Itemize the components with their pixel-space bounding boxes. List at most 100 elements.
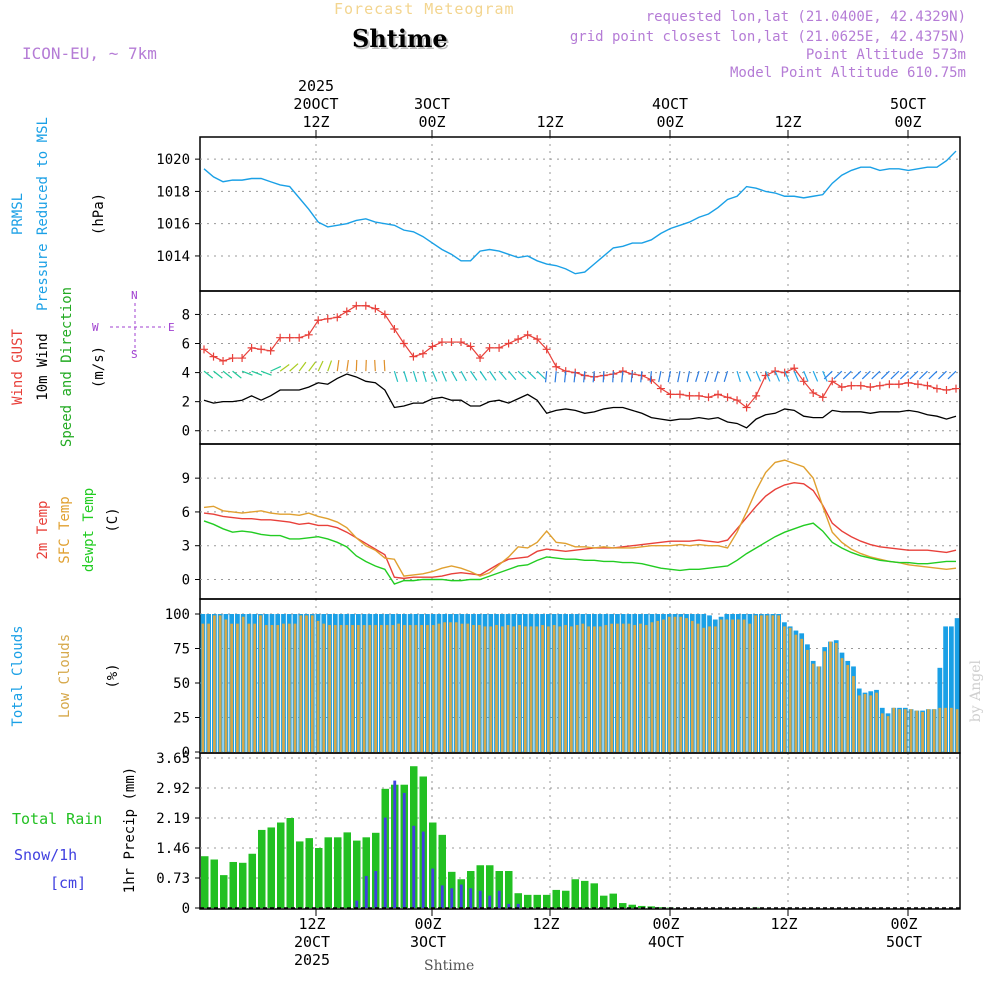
gust-marker xyxy=(733,396,742,405)
x-label-top: 12Z xyxy=(536,113,563,131)
gust-marker xyxy=(285,333,294,342)
model-altitude: Model Point Altitude 610.75m xyxy=(729,65,966,81)
low-cloud-bar xyxy=(926,709,930,752)
x-label-bottom: 5OCT xyxy=(886,933,922,951)
low-cloud-bar xyxy=(489,626,493,752)
low-cloud-bar xyxy=(627,623,631,752)
total-cloud-bar xyxy=(943,626,948,752)
gust-marker xyxy=(809,388,818,397)
dewpoint-line xyxy=(203,520,956,585)
low-cloud-bar xyxy=(731,619,734,752)
wind-arrow xyxy=(374,359,376,372)
gust-marker xyxy=(304,330,313,339)
rain-bar xyxy=(315,848,323,908)
wind-arrow xyxy=(774,370,781,382)
y-tick-label: 1016 xyxy=(156,217,190,233)
wind-arrow xyxy=(222,370,233,379)
gust-marker xyxy=(894,380,903,389)
x-label-bottom: 20CT xyxy=(294,933,330,951)
wind-arrow xyxy=(765,370,771,382)
y-tick-label: 25 xyxy=(173,711,190,727)
gust-marker xyxy=(913,380,922,389)
low-cloud-bar xyxy=(823,651,827,752)
wind-arrow xyxy=(317,360,324,372)
x-label-bottom: 00Z xyxy=(652,915,679,933)
rain-bar xyxy=(533,894,541,908)
low-cloud-bar xyxy=(898,709,901,752)
low-cloud-bar xyxy=(345,625,349,752)
wind-arrow xyxy=(658,371,662,383)
low-cloud-bar xyxy=(328,625,331,752)
rain-bar xyxy=(562,890,570,908)
gust-marker xyxy=(200,345,208,354)
gust-marker xyxy=(333,313,342,322)
gust-marker xyxy=(504,339,513,348)
wind-arrow xyxy=(383,359,386,372)
gust-marker xyxy=(276,333,285,342)
y-tick-label: 1.46 xyxy=(156,841,190,857)
gust-marker xyxy=(771,367,780,376)
low-cloud-bar xyxy=(575,625,579,752)
pressure-label-short: PRMSL xyxy=(10,193,26,235)
low-cloud-bar xyxy=(408,625,412,752)
low-cloud-bar xyxy=(846,665,850,752)
gust-marker xyxy=(675,390,684,399)
gust-marker xyxy=(314,316,323,325)
rain-bar xyxy=(210,859,218,908)
low-cloud-bar xyxy=(287,623,291,752)
compass-rose xyxy=(110,303,165,352)
low-cloud-bar xyxy=(593,626,596,752)
low-cloud-bar xyxy=(857,695,861,752)
low-cloud-bar xyxy=(466,623,470,752)
wind-arrow xyxy=(241,370,253,376)
snow-bar xyxy=(412,825,416,908)
model-label: ICON-EU, ~ 7km xyxy=(22,44,157,63)
low-cloud-bar xyxy=(264,625,268,752)
gust-marker xyxy=(466,342,475,351)
cloud-unit: (%) xyxy=(105,663,121,688)
rain-bar xyxy=(543,894,551,908)
y-tick-label: 75 xyxy=(173,642,190,658)
panel-frame xyxy=(199,752,961,910)
gust-line xyxy=(203,305,957,409)
low-cloud-bar xyxy=(771,615,775,752)
low-cloud-bar xyxy=(397,623,401,752)
wind-arrow xyxy=(536,370,546,380)
rain-bar xyxy=(258,829,266,908)
rain-bar xyxy=(372,832,380,908)
wind-arrow xyxy=(736,370,741,383)
low-cloud-bar xyxy=(587,626,591,752)
total-cloud-label: Total Clouds xyxy=(10,625,26,726)
rain-bar xyxy=(220,875,228,908)
low-cloud-bar xyxy=(944,707,947,752)
rain-bar xyxy=(286,818,294,908)
snow-bar xyxy=(440,885,444,908)
temp-sfc-label: SFC Temp xyxy=(57,496,73,563)
low-cloud-bar xyxy=(759,615,763,752)
x-label-bottom: 12Z xyxy=(770,915,797,933)
gust-marker xyxy=(219,356,228,365)
low-cloud-bar xyxy=(863,694,867,752)
dewpoint-label: dewpt Temp xyxy=(81,488,97,572)
rain-bar xyxy=(343,832,351,908)
rain-bar xyxy=(201,856,209,908)
low-cloud-bar xyxy=(662,619,665,752)
low-cloud-bar xyxy=(748,623,752,752)
snow-bar xyxy=(507,903,511,908)
y-tick-label: 0 xyxy=(182,901,190,917)
y-tick-label: 6 xyxy=(182,337,190,353)
rain-bar xyxy=(334,837,342,908)
rain-bar xyxy=(600,895,608,908)
low-cloud-bar xyxy=(333,625,337,752)
y-tick-label: 4 xyxy=(182,366,190,382)
low-cloud-bar xyxy=(806,649,809,752)
wind-arrow xyxy=(793,370,800,382)
rain-bar xyxy=(277,822,285,908)
low-cloud-bar xyxy=(742,619,746,752)
wind-arrow xyxy=(327,360,333,372)
rain-bar xyxy=(362,837,370,908)
y-tick-label: 3.65 xyxy=(156,751,190,767)
wind-arrow xyxy=(270,365,282,372)
wind-arrow xyxy=(630,371,633,383)
gust-marker xyxy=(828,377,837,386)
